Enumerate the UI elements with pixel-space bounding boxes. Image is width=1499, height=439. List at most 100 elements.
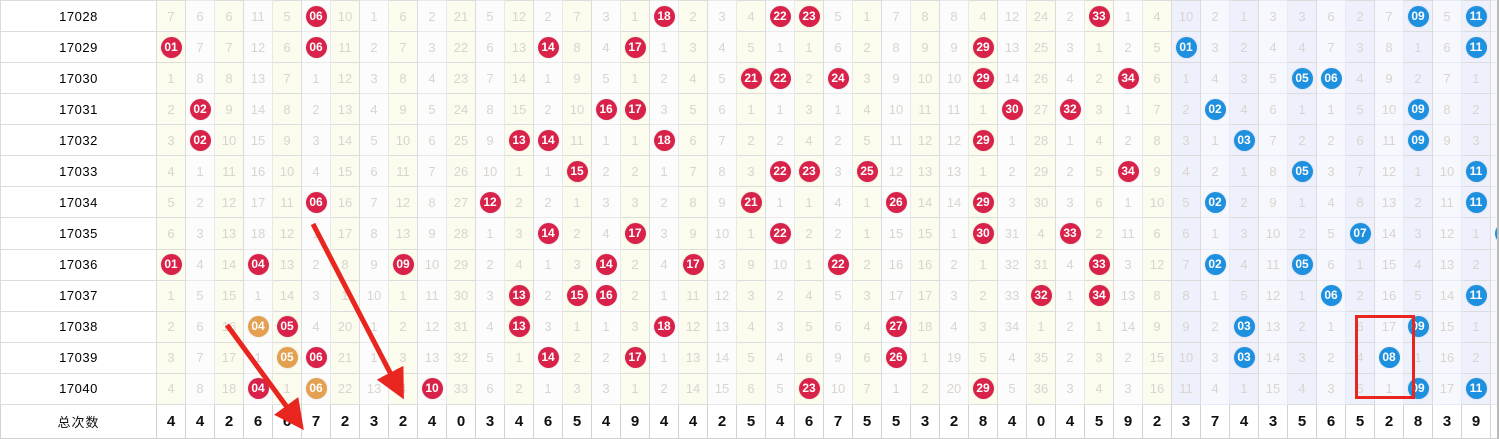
miss-number-cell[interactable]: 2 [1287, 310, 1317, 343]
miss-number-cell[interactable]: 2 [1055, 155, 1085, 188]
miss-number-cell[interactable]: 3 [591, 372, 621, 406]
hit-ball-cell[interactable]: 06 [301, 186, 331, 219]
miss-number-cell[interactable]: 3 [1200, 341, 1230, 374]
miss-number-cell[interactable]: 6 [156, 217, 186, 250]
miss-number-cell[interactable]: 2 [1316, 341, 1346, 374]
miss-number-cell[interactable]: 7 [562, 0, 592, 33]
miss-number-cell[interactable]: 9 [417, 217, 447, 250]
miss-number-cell[interactable]: 4 [736, 310, 766, 343]
miss-number-cell[interactable]: 33 [997, 279, 1027, 312]
miss-number-cell[interactable]: 2 [591, 155, 621, 188]
miss-number-cell[interactable]: 16 [330, 186, 360, 219]
miss-number-cell[interactable]: 4 [591, 31, 621, 64]
miss-number-cell[interactable]: 5 [1258, 62, 1288, 95]
miss-number-cell[interactable]: 1 [649, 31, 679, 64]
miss-number-cell[interactable]: 7 [156, 0, 186, 33]
miss-number-cell[interactable]: 8 [417, 186, 447, 219]
miss-number-cell[interactable]: 5 [1084, 155, 1114, 188]
miss-number-cell[interactable]: 10 [417, 248, 447, 281]
miss-number-cell[interactable]: 27 [446, 186, 476, 219]
miss-number-cell[interactable]: 15 [1374, 248, 1404, 281]
miss-number-cell[interactable]: 3 [707, 0, 737, 33]
miss-number-cell[interactable]: 2 [620, 155, 650, 188]
miss-number-cell[interactable]: 14 [1113, 310, 1143, 343]
miss-number-cell[interactable]: 8 [1490, 124, 1499, 157]
miss-number-cell[interactable]: 1 [620, 372, 650, 406]
miss-number-cell[interactable]: 6 [214, 0, 244, 33]
miss-number-cell[interactable]: 1 [939, 217, 969, 250]
hit-ball-cell[interactable]: 09 [1403, 372, 1433, 406]
miss-number-cell[interactable]: 8 [359, 217, 389, 250]
miss-number-cell[interactable]: 10 [1171, 0, 1201, 33]
miss-number-cell[interactable]: 7 [1432, 62, 1462, 95]
miss-number-cell[interactable]: 14 [272, 279, 302, 312]
miss-number-cell[interactable]: 6 [475, 372, 505, 406]
miss-number-cell[interactable]: 1 [1316, 310, 1346, 343]
miss-number-cell[interactable]: 10 [475, 155, 505, 188]
hit-ball-cell[interactable]: 17 [620, 341, 650, 374]
miss-number-cell[interactable]: 2 [1287, 217, 1317, 250]
hit-ball-cell[interactable]: 07 [1345, 217, 1375, 250]
miss-number-cell[interactable]: 1 [649, 155, 679, 188]
miss-number-cell[interactable]: 14 [330, 124, 360, 157]
miss-number-cell[interactable]: 1 [1026, 310, 1056, 343]
miss-number-cell[interactable]: 13 [678, 341, 708, 374]
miss-number-cell[interactable]: 1 [823, 93, 853, 126]
miss-number-cell[interactable]: 1 [359, 341, 389, 374]
miss-number-cell[interactable]: 1 [1200, 279, 1230, 312]
miss-number-cell[interactable]: 1 [359, 310, 389, 343]
miss-number-cell[interactable]: 1 [562, 310, 592, 343]
miss-number-cell[interactable]: 9 [678, 217, 708, 250]
miss-number-cell[interactable]: 3 [1316, 372, 1346, 406]
miss-number-cell[interactable]: 13 [417, 341, 447, 374]
miss-number-cell[interactable]: 2 [765, 124, 795, 157]
miss-number-cell[interactable]: 4 [591, 217, 621, 250]
hit-ball-cell[interactable]: 26 [881, 186, 911, 219]
miss-number-cell[interactable]: 8 [330, 248, 360, 281]
miss-number-cell[interactable]: 3 [794, 93, 824, 126]
hit-ball-cell[interactable]: 29 [968, 31, 998, 64]
miss-number-cell[interactable]: 10 [823, 372, 853, 406]
hit-ball-cell[interactable]: 11 [1461, 155, 1491, 188]
miss-number-cell[interactable]: 6 [736, 372, 766, 406]
miss-number-cell[interactable]: 3 [736, 155, 766, 188]
miss-number-cell[interactable]: 5 [1171, 186, 1201, 219]
miss-number-cell[interactable]: 9 [388, 93, 418, 126]
miss-number-cell[interactable]: 5 [1345, 93, 1375, 126]
miss-number-cell[interactable]: 17 [881, 279, 911, 312]
miss-number-cell[interactable]: 20 [330, 310, 360, 343]
miss-number-cell[interactable]: 2 [359, 31, 389, 64]
hit-ball-cell[interactable]: 15 [562, 155, 592, 188]
miss-number-cell[interactable]: 1 [968, 248, 998, 281]
miss-number-cell[interactable]: 1 [910, 341, 940, 374]
miss-number-cell[interactable]: 10 [881, 93, 911, 126]
issue-label[interactable]: 17030 [0, 62, 157, 95]
hit-ball-cell[interactable]: 18 [649, 310, 679, 343]
miss-number-cell[interactable]: 3 [1258, 0, 1288, 33]
miss-number-cell[interactable]: 9 [562, 62, 592, 95]
hit-ball-cell[interactable]: 29 [968, 124, 998, 157]
miss-number-cell[interactable]: 2 [1345, 279, 1375, 312]
hit-ball-cell[interactable]: 08 [1374, 341, 1404, 374]
miss-number-cell[interactable]: 1 [475, 217, 505, 250]
issue-label[interactable]: 17039 [0, 341, 157, 374]
miss-number-cell[interactable]: 2 [823, 124, 853, 157]
miss-number-cell[interactable]: 4 [156, 372, 186, 406]
miss-number-cell[interactable]: 4 [794, 124, 824, 157]
miss-number-cell[interactable]: 9 [1142, 155, 1172, 188]
miss-number-cell[interactable]: 9 [1171, 310, 1201, 343]
miss-number-cell[interactable]: 3 [1461, 124, 1491, 157]
hit-ball-cell[interactable]: 02 [185, 124, 215, 157]
miss-number-cell[interactable]: 3 [649, 217, 679, 250]
miss-number-cell[interactable]: 2 [852, 31, 882, 64]
hit-ball-cell[interactable]: 21 [736, 62, 766, 95]
miss-number-cell[interactable]: 9 [707, 186, 737, 219]
miss-number-cell[interactable]: 3 [1113, 248, 1143, 281]
miss-number-cell[interactable]: 9 [1142, 310, 1172, 343]
miss-number-cell[interactable]: 4 [1287, 372, 1317, 406]
miss-number-cell[interactable]: 23 [446, 62, 476, 95]
miss-number-cell[interactable]: 2 [649, 372, 679, 406]
miss-number-cell[interactable]: 5 [707, 62, 737, 95]
miss-number-cell[interactable]: 2 [736, 124, 766, 157]
miss-number-cell[interactable]: 8 [707, 155, 737, 188]
